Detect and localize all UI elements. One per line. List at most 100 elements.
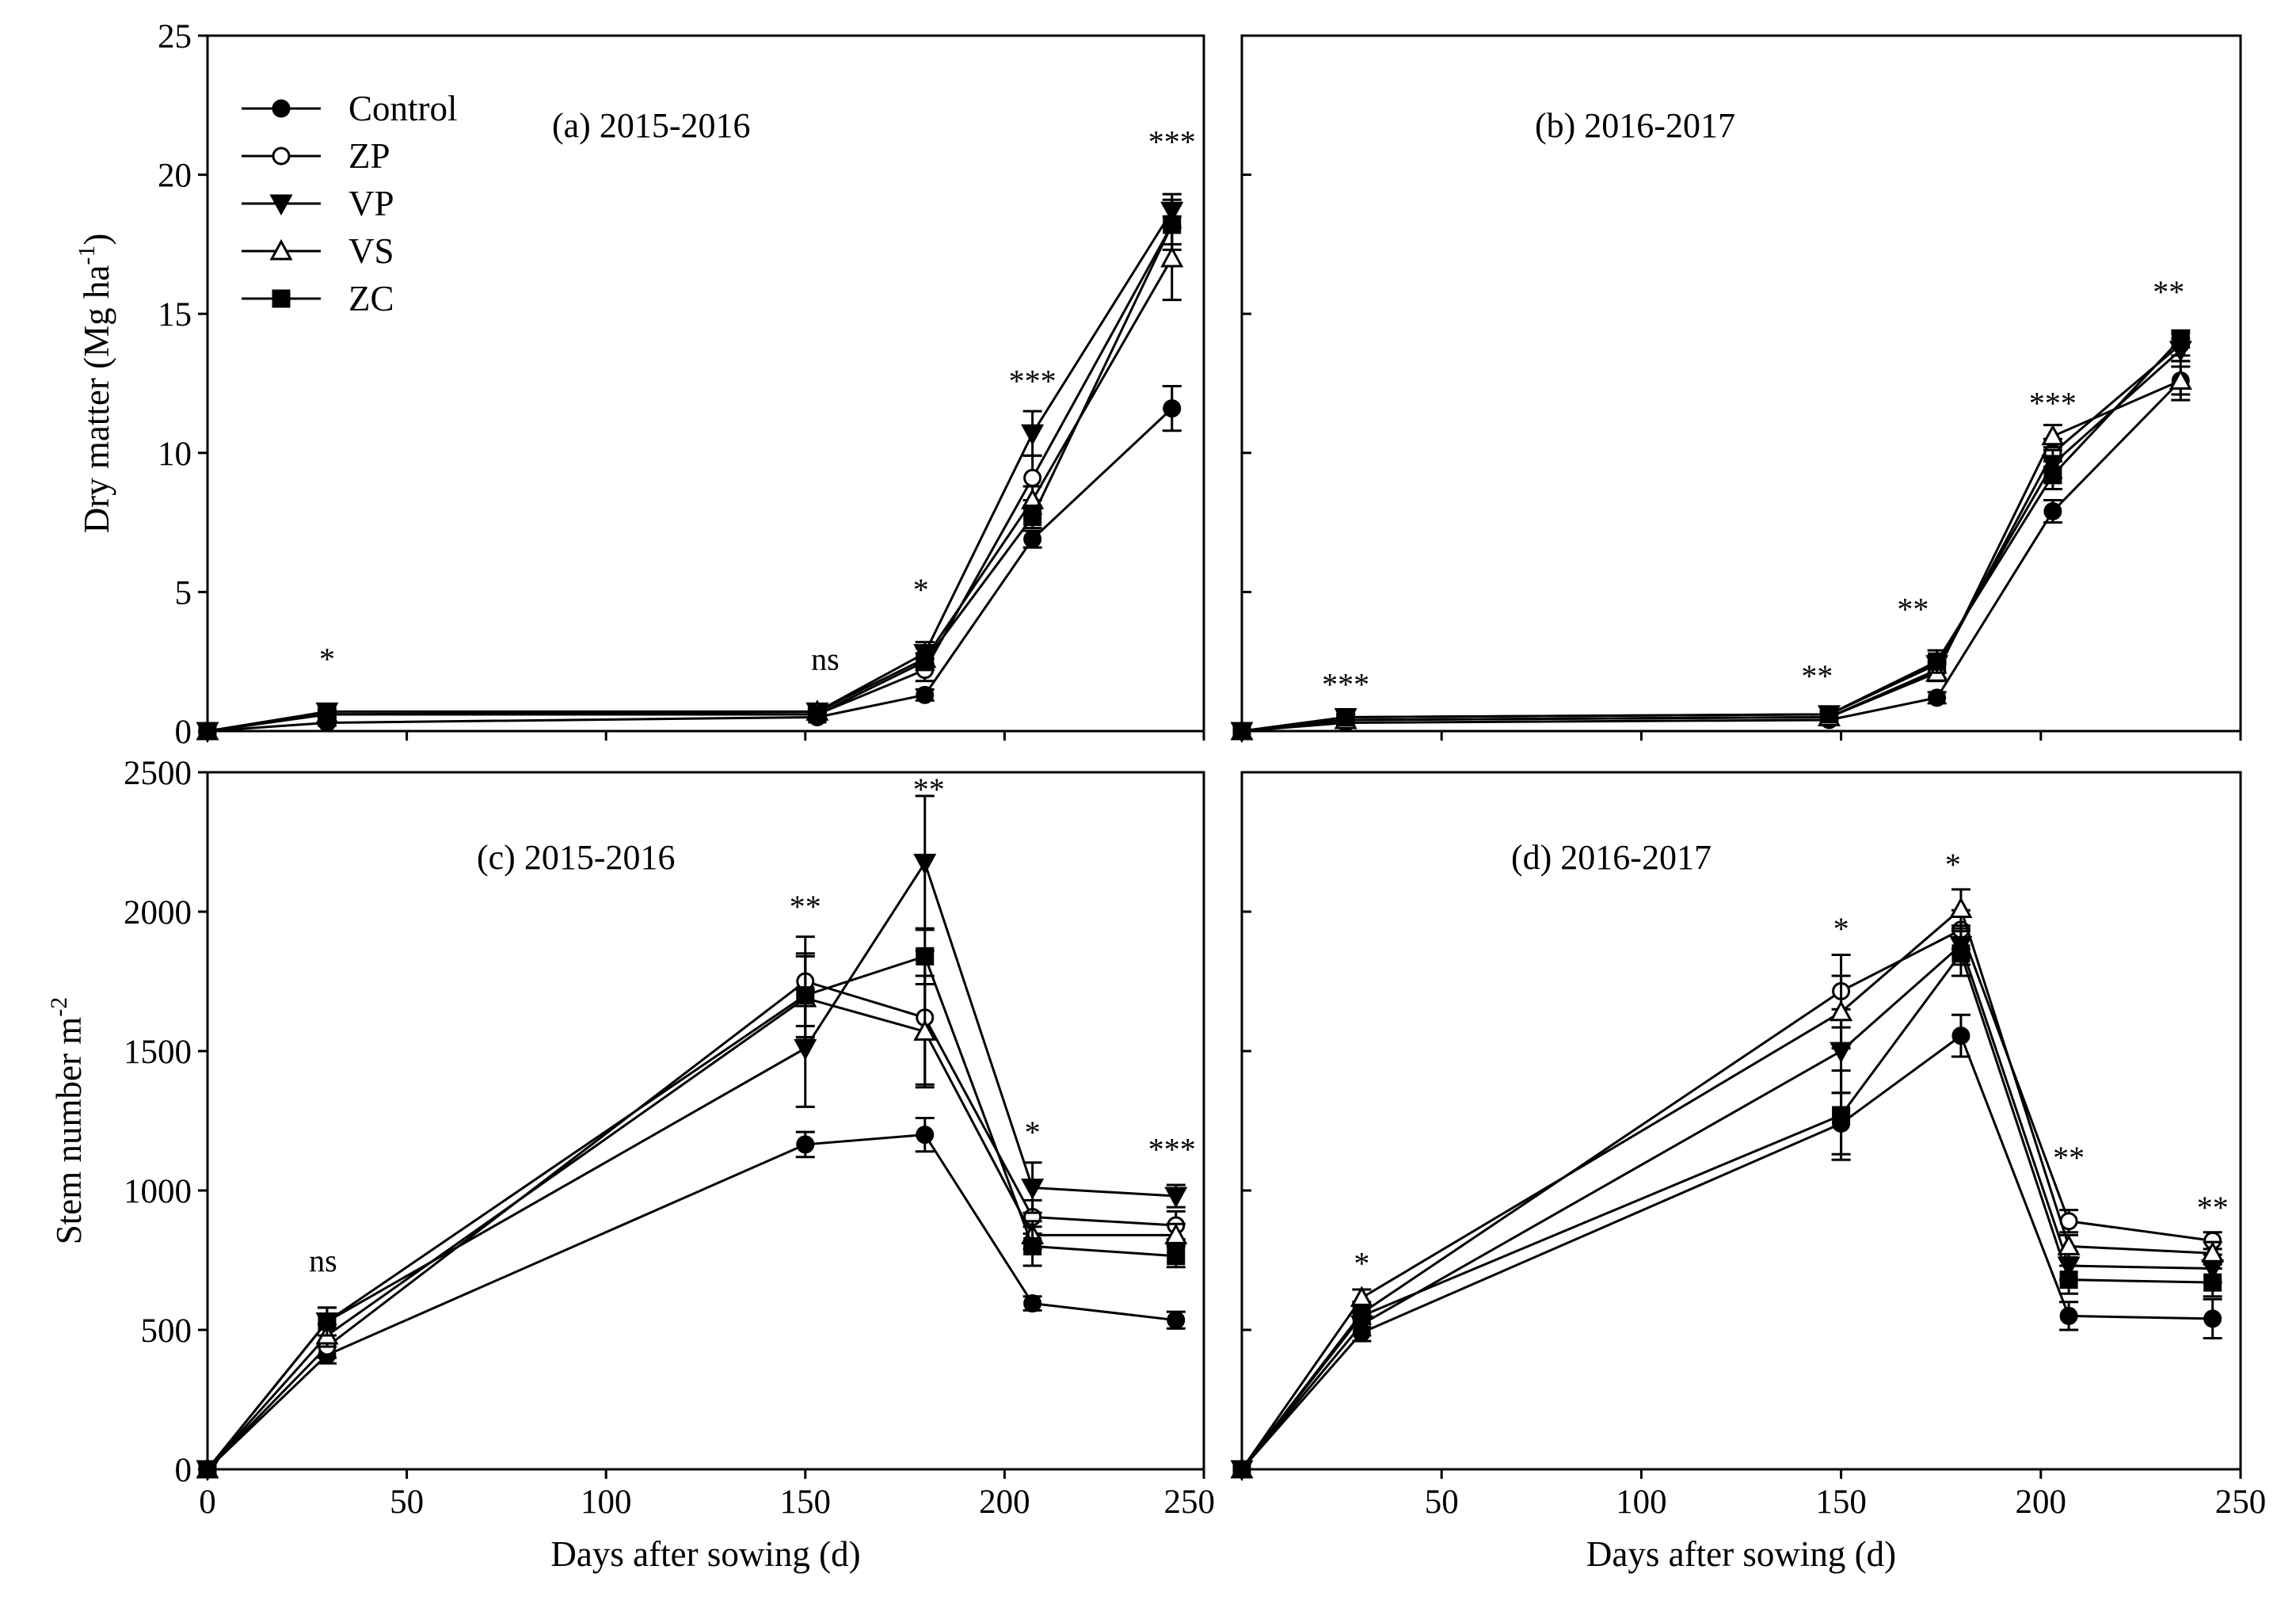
x-tick-label: 100 [581,1484,632,1521]
legend-item-zp: ZP [242,136,390,176]
legend-label: Control [348,89,458,128]
y-tick-label: 15 [158,296,192,333]
y-tick-label: 0 [175,1452,192,1489]
data-point [2059,1306,2078,1325]
data-point [1023,530,1042,549]
data-point [916,947,935,966]
y-tick-label: 2500 [124,755,192,792]
x-tick-label: 200 [2016,1484,2067,1521]
data-point [1232,722,1251,741]
data-point [1830,1000,1853,1022]
legend-item-vp: VP [242,184,394,223]
panel-a-dry-matter-2015-2016: 0 5 10 15 20 25 Dry matter (Mg ha-1) (a) 2015-2… [74,18,1205,751]
data-point [1023,508,1042,527]
data-point [1164,1187,1188,1209]
series-vp [1230,924,2225,1482]
data-point [1023,1294,1042,1313]
significance-label: *** [1148,1131,1196,1167]
y-tick-label: 500 [141,1312,192,1350]
data-point [2057,1234,2081,1255]
series-zp [198,935,1186,1479]
series-line [1240,943,2213,1470]
x-tick-label: 100 [1616,1484,1667,1521]
x-axis-label: Days after sowing (d) [550,1534,860,1574]
series-line [207,257,1174,733]
y-tick-label: 1500 [124,1034,192,1071]
series-control [198,1116,1186,1479]
data-point [1350,1286,1373,1308]
significance-label: *** [1148,124,1196,160]
series-vs [1230,888,2225,1479]
series-zp [198,198,1182,741]
significance-label: * [1945,847,1961,882]
significance-label: ** [1801,658,1833,694]
data-point [1163,215,1182,234]
panel-label: (d) 2016-2017 [1511,838,1712,877]
series-line [1240,1034,2213,1470]
data-point [1023,468,1042,487]
x-tick-label: 250 [2215,1484,2267,1521]
data-point [913,853,937,875]
data-point [1160,246,1184,268]
significance-label: * [1833,911,1849,947]
significance-label: *** [2029,386,2077,421]
x-axis-label: Days after sowing (d) [1586,1534,1896,1574]
series-line [1241,379,2181,733]
y-axis-label: Dry matter (Mg ha-1) [74,234,116,534]
data-point [198,1460,217,1479]
data-point [1819,705,1838,724]
y-axis-label-end: ) [77,234,116,246]
panel-label: (a) 2015-2016 [552,106,751,145]
y-axis-label-superscript: -2 [46,997,72,1017]
legend-label: VP [348,184,394,223]
series-line [206,980,1176,1471]
y-tick-label: 10 [158,436,192,473]
data-point [2171,330,2190,349]
x-tick-label: 150 [1815,1484,1867,1521]
series-line [207,407,1173,733]
data-point [916,1126,935,1145]
data-point [318,705,337,724]
data-point [2203,1309,2222,1328]
data-point [1928,688,1947,707]
y-axis-label-superscript: -1 [74,246,100,265]
y-tick-label: 5 [175,574,192,611]
data-point [1928,652,1947,671]
data-point [1352,1306,1371,1325]
significance-label: *** [1009,364,1057,399]
panel-c-stem-number-2015-2016: 0 50 100 150 200 25005001000150020002500Stem … [46,755,1215,1574]
data-point [2043,466,2062,485]
x-tick-label: 50 [390,1484,424,1521]
data-point [1336,707,1355,726]
data-point [2203,1273,2222,1292]
series-zc [198,204,1182,741]
data-point [2059,1270,2078,1289]
x-tick-label: 150 [780,1484,832,1521]
series-line [206,996,1176,1470]
data-point [1023,1236,1042,1255]
series-line [1240,906,2213,1470]
data-point [913,1019,937,1041]
legend: Control ZP VP VS ZC [242,89,458,318]
plot-frame [1240,771,2242,1471]
data-point [796,986,815,1005]
data-point [916,685,935,704]
data-point [796,1135,815,1154]
significance-label: *** [1322,666,1369,702]
data-point [1021,424,1045,446]
data-point [1951,944,1970,963]
significance-label: * [319,642,335,677]
series-line [207,224,1174,733]
significance-label: ** [790,889,821,924]
data-point [1232,1460,1251,1479]
data-point [2201,1241,2225,1263]
plot-frame [1240,34,2242,733]
data-point [2043,502,2062,521]
series-zc [1232,930,2222,1479]
series-line [1240,950,2213,1470]
significance-label: ** [2197,1190,2229,1225]
legend-label: ZC [348,279,394,318]
data-point [198,722,217,741]
data-point [2168,368,2192,390]
